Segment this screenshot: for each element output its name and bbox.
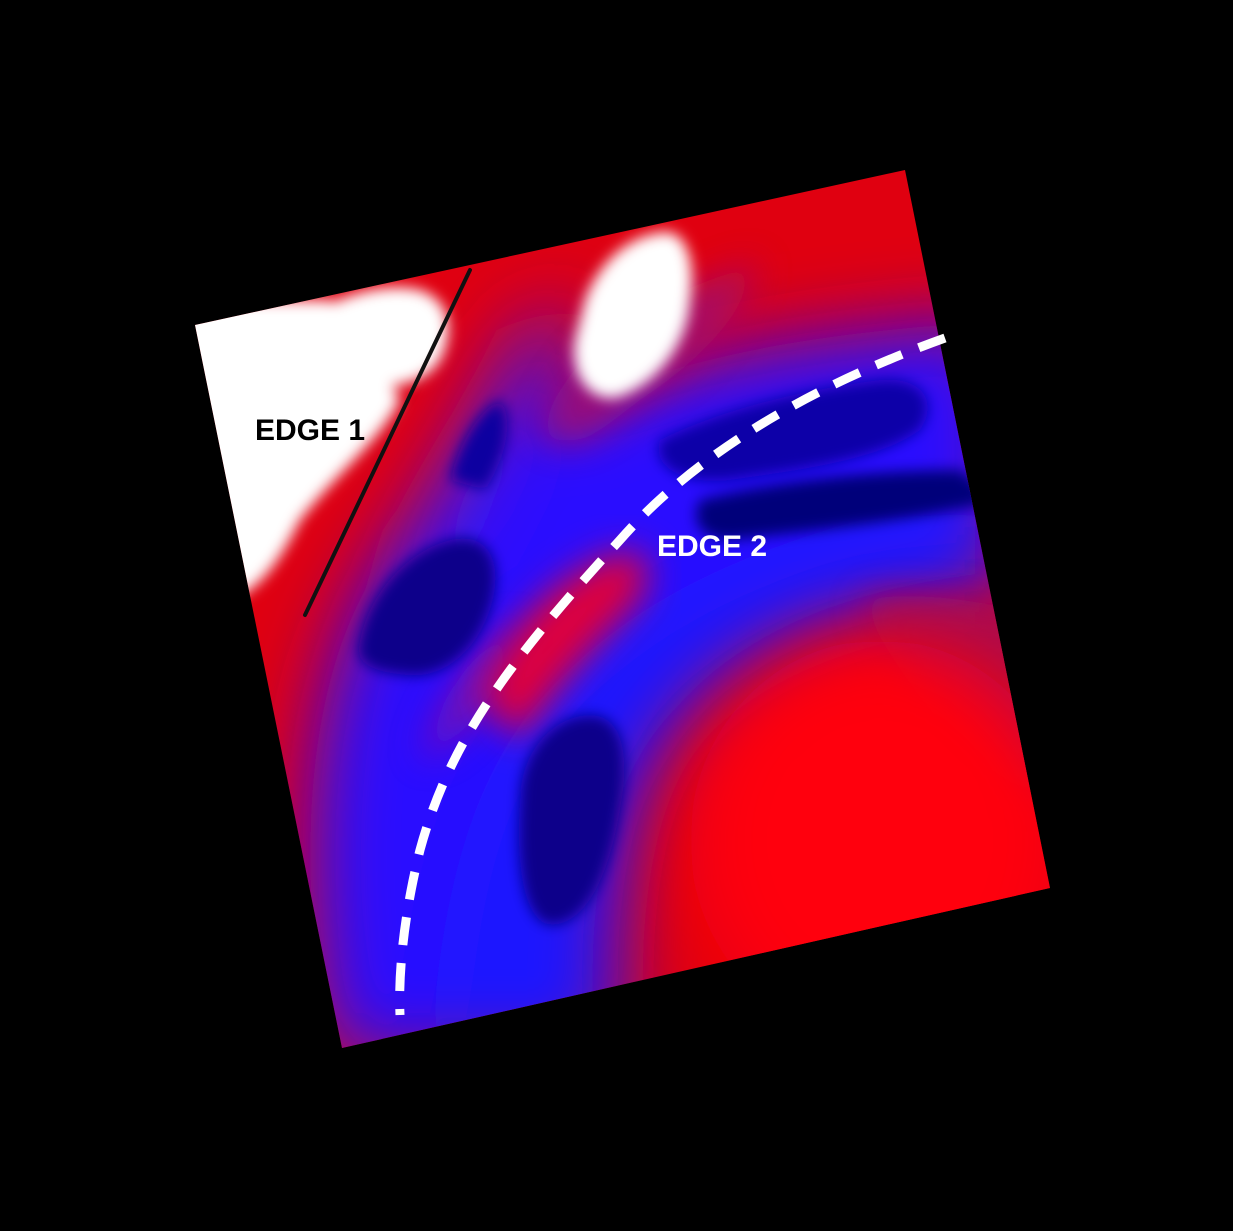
edge-1-line <box>303 268 472 617</box>
edge-1-label: EDGE 1 <box>255 414 365 447</box>
intensity-map <box>195 170 1050 1048</box>
edge-2-line <box>395 333 947 1016</box>
edge-2-label: EDGE 2 <box>657 530 767 563</box>
